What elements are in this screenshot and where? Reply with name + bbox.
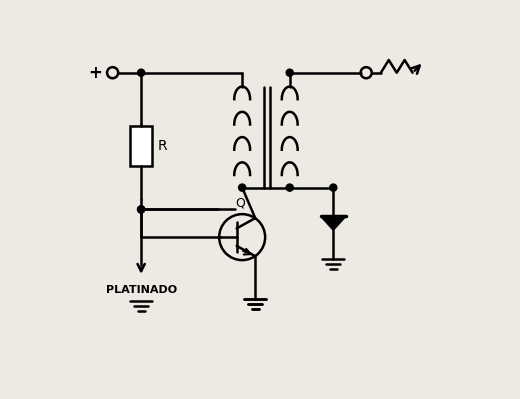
Circle shape	[330, 184, 337, 191]
Text: Q: Q	[235, 196, 245, 209]
Circle shape	[286, 184, 293, 191]
FancyBboxPatch shape	[130, 126, 152, 166]
Polygon shape	[321, 216, 346, 230]
Text: +: +	[88, 64, 102, 82]
Circle shape	[138, 69, 145, 76]
Circle shape	[138, 206, 145, 213]
Circle shape	[286, 69, 293, 76]
Text: PLATINADO: PLATINADO	[106, 285, 177, 295]
Text: R: R	[158, 139, 167, 153]
Circle shape	[239, 184, 246, 191]
Circle shape	[138, 206, 145, 213]
